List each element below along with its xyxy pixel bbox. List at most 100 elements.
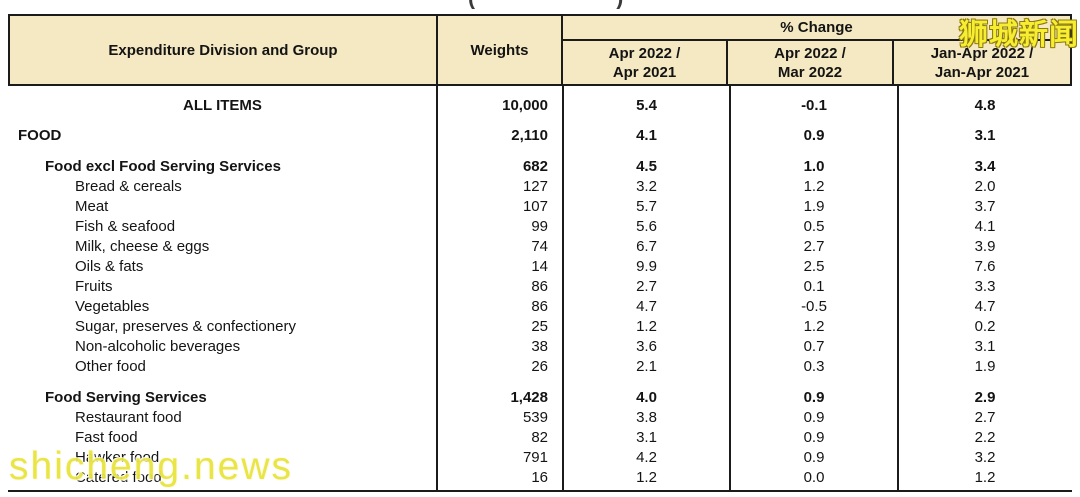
cell-janapr2022-janapr2021: 2.2 [974,429,996,446]
header-apr2022-mar2022: Apr 2022 / Mar 2022 [728,41,894,84]
cell-label: Meat [75,198,109,215]
header-expenditure-division-and-group: Expenditure Division and Group [10,16,438,84]
cell-apr2022-mar2022: 0.7 [803,338,825,355]
header-janapr2022-janapr2021-line1: Jan-Apr 2022 / [930,44,1034,62]
table-row: Restaurant food 539 3.8 0.9 2.7 [8,408,1072,428]
table-bottom-border [8,490,1072,492]
table-row: Fish & seafood 99 5.6 0.5 4.1 [8,217,1072,237]
column-divider-change1-change2 [729,86,731,490]
cell-label: Bread & cereals [75,178,182,195]
table-row: Meat 107 5.7 1.9 3.7 [8,197,1072,217]
header-apr2022-apr2021: Apr 2022 / Apr 2021 [563,41,728,84]
header-weights: Weights [438,16,563,84]
cell-label: Fish & seafood [75,218,176,235]
cell-weight: 26 [531,358,548,375]
cell-apr2022-apr2021: 4.0 [636,389,657,406]
table-row: Bread & cereals 127 3.2 1.2 2.0 [8,177,1072,197]
table-body: ALL ITEMS 10,000 5.4 -0.1 4.8 FOOD 2,110… [8,86,1072,488]
cell-label: Other food [75,358,146,375]
cell-weight: 74 [531,238,548,255]
cell-label: Catered food [75,469,162,486]
cell-label: ALL ITEMS [183,97,262,114]
table-row: Non-alcoholic beverages 38 3.6 0.7 3.1 [8,337,1072,357]
cell-apr2022-mar2022: 0.1 [803,278,825,295]
cell-label: Fruits [75,278,113,295]
cell-janapr2022-janapr2021: 4.1 [974,218,996,235]
cell-weight: 10,000 [502,97,548,114]
column-divider-expenditure-weights [436,86,438,490]
header-subcolumns: Apr 2022 / Apr 2021 Apr 2022 / Mar 2022 … [563,41,1070,84]
cell-weight: 107 [522,198,548,215]
cell-apr2022-mar2022: 0.9 [803,409,825,426]
cell-apr2022-mar2022: 0.3 [803,358,825,375]
cell-janapr2022-janapr2021: 3.4 [974,158,996,175]
cell-label: Food excl Food Serving Services [45,158,281,175]
cell-label: Fast food [75,429,138,446]
header-pct-change-group: % Change Apr 2022 / Apr 2021 Apr 2022 / … [563,16,1070,84]
table-row: Food Serving Services 1,428 4.0 0.9 2.9 [8,388,1072,408]
column-divider-change2-change3 [897,86,899,490]
cell-janapr2022-janapr2021: 1.9 [974,358,996,375]
cell-apr2022-mar2022: 1.2 [803,178,825,195]
cell-label: Sugar, preserves & confectionery [75,318,296,335]
table-row: Food excl Food Serving Services 682 4.5 … [8,157,1072,177]
cell-apr2022-apr2021: 3.6 [636,338,657,355]
cutoff-title-fragment: ( ) [0,0,1080,9]
cell-janapr2022-janapr2021: 3.2 [974,449,996,466]
cell-weight: 86 [531,278,548,295]
cell-weight: 1,428 [510,389,548,406]
cell-janapr2022-janapr2021: 4.8 [974,97,996,114]
cell-apr2022-apr2021: 4.7 [636,298,657,315]
cell-janapr2022-janapr2021: 3.1 [974,127,996,144]
cell-label: Hawker food [75,449,160,466]
table-row: Fast food 82 3.1 0.9 2.2 [8,428,1072,448]
table-row: Other food 26 2.1 0.3 1.9 [8,357,1072,377]
cell-apr2022-apr2021: 2.1 [636,358,657,375]
cell-janapr2022-janapr2021: 2.7 [974,409,996,426]
header-janapr2022-janapr2021: Jan-Apr 2022 / Jan-Apr 2021 [894,41,1070,84]
cell-weight: 86 [531,298,548,315]
cell-apr2022-apr2021: 2.7 [636,278,657,295]
header-apr2022-mar2022-line2: Mar 2022 [777,63,843,81]
cell-apr2022-mar2022: 0.9 [803,449,825,466]
cell-janapr2022-janapr2021: 2.9 [974,389,996,406]
header-janapr2022-janapr2021-line2: Jan-Apr 2021 [934,63,1030,81]
cell-apr2022-mar2022: -0.5 [801,298,827,315]
table-row: Oils & fats 14 9.9 2.5 7.6 [8,257,1072,277]
cell-apr2022-mar2022: 1.0 [803,158,825,175]
table-row: Sugar, preserves & confectionery 25 1.2 … [8,317,1072,337]
cell-apr2022-apr2021: 3.8 [636,409,657,426]
cell-label: Vegetables [75,298,150,315]
cell-apr2022-apr2021: 1.2 [636,318,657,335]
cell-apr2022-mar2022: 0.9 [803,429,825,446]
cell-apr2022-apr2021: 3.2 [636,178,657,195]
cell-janapr2022-janapr2021: 2.0 [974,178,996,195]
cell-apr2022-mar2022: 2.7 [803,238,825,255]
cell-apr2022-apr2021: 3.1 [636,429,657,446]
cell-apr2022-mar2022: 0.5 [803,218,825,235]
cell-apr2022-mar2022: -0.1 [801,97,827,114]
header-pct-change: % Change [563,16,1070,41]
cell-label: Restaurant food [75,409,182,426]
cell-apr2022-apr2021: 5.4 [636,97,657,114]
cell-janapr2022-janapr2021: 1.2 [974,469,996,486]
cell-apr2022-apr2021: 1.2 [636,469,657,486]
cell-label: Milk, cheese & eggs [75,238,210,255]
table-row: Fruits 86 2.7 0.1 3.3 [8,277,1072,297]
cell-janapr2022-janapr2021: 3.1 [974,338,996,355]
table-row: Hawker food 791 4.2 0.9 3.2 [8,448,1072,468]
cell-janapr2022-janapr2021: 3.9 [974,238,996,255]
cell-apr2022-mar2022: 0.9 [803,127,825,144]
cell-apr2022-mar2022: 1.2 [803,318,825,335]
cell-weight: 38 [531,338,548,355]
cell-label: Oils & fats [75,258,144,275]
table-header: Expenditure Division and Group Weights %… [8,14,1072,86]
cell-janapr2022-janapr2021: 3.7 [974,198,996,215]
cell-weight: 127 [522,178,548,195]
cell-apr2022-apr2021: 5.7 [636,198,657,215]
cutoff-right-paren: ) [616,0,623,9]
cell-weight: 539 [522,409,548,426]
cell-apr2022-apr2021: 9.9 [636,258,657,275]
cell-janapr2022-janapr2021: 4.7 [974,298,996,315]
